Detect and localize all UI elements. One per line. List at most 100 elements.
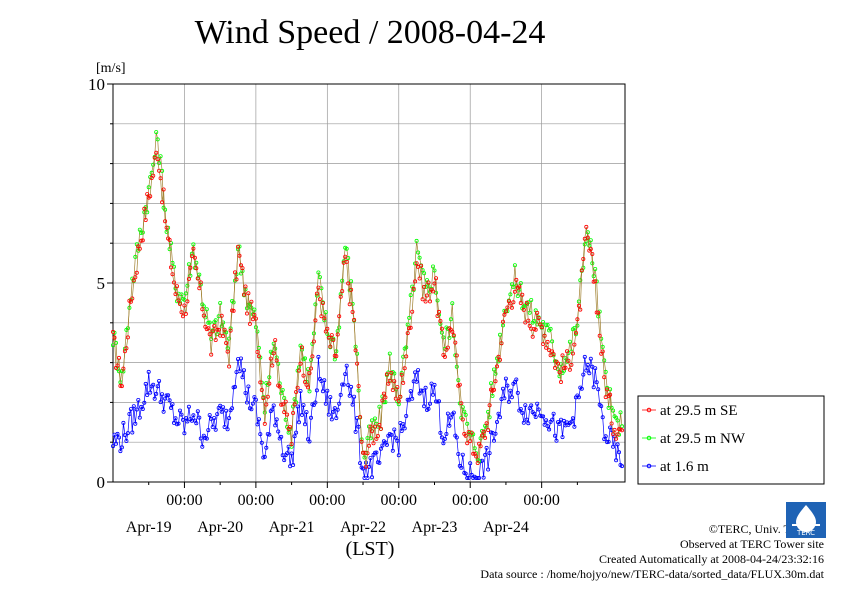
data-point xyxy=(143,381,148,386)
data-point xyxy=(264,445,269,450)
data-point xyxy=(420,388,425,393)
data-point xyxy=(320,389,325,394)
data-point xyxy=(155,137,160,142)
data-point xyxy=(213,337,218,342)
data-point xyxy=(283,399,288,404)
data-point xyxy=(392,427,397,432)
data-point xyxy=(487,451,492,456)
data-point xyxy=(411,286,416,291)
data-point xyxy=(235,244,240,249)
data-point xyxy=(615,442,620,447)
data-point xyxy=(618,410,623,415)
data-point xyxy=(536,316,541,321)
data-point xyxy=(453,340,458,345)
data-point xyxy=(448,317,453,322)
data-point xyxy=(569,419,574,424)
data-point xyxy=(355,351,360,356)
data-point xyxy=(620,428,625,433)
data-point xyxy=(167,237,172,242)
data-point xyxy=(368,424,373,429)
legend-swatch-marker xyxy=(646,463,652,469)
data-point xyxy=(168,405,173,410)
data-point xyxy=(570,351,575,356)
data-point xyxy=(459,465,464,470)
data-point xyxy=(231,308,236,313)
series-layer xyxy=(111,130,625,480)
data-point xyxy=(194,260,199,265)
data-point xyxy=(176,298,181,303)
data-point xyxy=(222,327,227,332)
data-point xyxy=(447,335,452,340)
credits-block: ©TERC, Univ. Tsukuba Observed at TERC To… xyxy=(480,522,824,582)
data-point xyxy=(326,412,331,417)
y-tick-label: 0 xyxy=(97,473,106,492)
x-day-label: Apr-24 xyxy=(483,519,529,536)
data-point xyxy=(606,439,611,444)
data-point xyxy=(497,332,502,337)
data-point xyxy=(337,325,342,330)
data-point xyxy=(544,418,549,423)
data-point xyxy=(337,401,342,406)
data-point xyxy=(493,431,498,436)
data-point xyxy=(488,381,493,386)
y-axis-label: [m/s] xyxy=(96,61,126,76)
data-point xyxy=(483,435,488,440)
data-point xyxy=(163,396,168,401)
data-point xyxy=(313,400,318,405)
data-point xyxy=(389,370,394,375)
data-point xyxy=(207,320,212,325)
x-axis-label: (LST) xyxy=(346,538,395,560)
data-point xyxy=(609,421,614,426)
data-point xyxy=(620,424,625,429)
data-point xyxy=(117,435,122,440)
data-point xyxy=(597,333,602,338)
data-point xyxy=(145,192,150,197)
data-point xyxy=(366,424,371,429)
data-point xyxy=(157,161,162,166)
data-point xyxy=(427,401,432,406)
data-point xyxy=(460,405,465,410)
data-point xyxy=(584,224,589,229)
data-point xyxy=(258,380,263,385)
data-point xyxy=(294,430,299,435)
data-point xyxy=(241,368,246,373)
data-point xyxy=(343,254,348,259)
data-point xyxy=(161,187,166,192)
data-point xyxy=(114,441,119,446)
data-point xyxy=(125,431,130,436)
data-point xyxy=(594,310,599,315)
data-point xyxy=(441,441,446,446)
data-point xyxy=(526,421,531,426)
data-point xyxy=(439,326,444,331)
data-point xyxy=(360,466,365,471)
data-point xyxy=(237,253,242,258)
data-point xyxy=(188,273,193,278)
data-point xyxy=(520,410,525,415)
data-point xyxy=(413,370,418,375)
data-point xyxy=(168,265,173,270)
data-point xyxy=(307,371,312,376)
data-point xyxy=(308,415,313,420)
data-point xyxy=(221,333,226,338)
data-point xyxy=(615,418,620,423)
data-point xyxy=(491,387,496,392)
data-point xyxy=(192,255,197,260)
data-point xyxy=(240,375,245,380)
data-point xyxy=(584,368,589,373)
data-point xyxy=(515,293,520,298)
data-point xyxy=(469,472,474,477)
observed-text: Observed at TERC Tower site xyxy=(679,537,824,551)
data-point xyxy=(352,394,357,399)
data-point xyxy=(148,194,153,199)
data-point xyxy=(475,460,480,465)
data-point xyxy=(137,415,142,420)
data-point xyxy=(252,307,257,312)
data-point xyxy=(329,417,334,422)
data-point xyxy=(438,318,443,323)
data-point xyxy=(302,356,307,361)
data-point xyxy=(369,429,374,434)
data-point xyxy=(240,266,245,271)
data-point xyxy=(426,406,431,411)
data-point xyxy=(232,384,237,389)
data-point xyxy=(523,320,528,325)
